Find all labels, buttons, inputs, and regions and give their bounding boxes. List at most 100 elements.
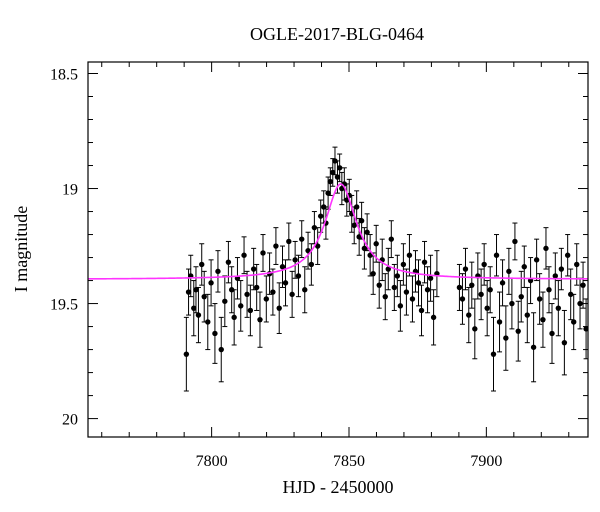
data-point bbox=[339, 185, 345, 192]
data-point-group bbox=[527, 257, 534, 305]
data-point-group bbox=[253, 263, 260, 311]
data-point bbox=[231, 314, 237, 321]
data-point bbox=[376, 282, 382, 288]
data-point-group bbox=[222, 275, 228, 328]
plot-frame bbox=[87, 61, 589, 438]
data-point-group bbox=[231, 289, 237, 346]
data-point bbox=[225, 259, 232, 265]
data-point-group bbox=[571, 293, 577, 351]
data-point bbox=[302, 287, 308, 293]
data-point-group bbox=[388, 220, 394, 259]
data-point bbox=[282, 280, 289, 286]
x-tick-label: 7900 bbox=[470, 453, 502, 470]
data-point-group bbox=[205, 293, 211, 351]
data-point-group bbox=[270, 268, 276, 316]
data-point-group bbox=[218, 316, 224, 383]
x-tick-label: 7850 bbox=[333, 453, 365, 470]
data-point bbox=[292, 257, 298, 263]
data-point bbox=[397, 303, 404, 309]
data-point-group bbox=[546, 266, 552, 314]
data-point bbox=[289, 291, 295, 298]
data-point-group bbox=[247, 284, 254, 337]
data-point bbox=[459, 296, 466, 302]
data-point bbox=[518, 293, 524, 300]
data-point bbox=[558, 266, 565, 272]
data-point-group bbox=[302, 266, 308, 314]
chart-title: OGLE-2017-BLG-0464 bbox=[250, 24, 424, 44]
data-point bbox=[388, 236, 394, 242]
data-point-group bbox=[212, 303, 218, 364]
y-tick-label: 20 bbox=[62, 412, 78, 429]
data-point bbox=[472, 326, 478, 332]
data-point bbox=[418, 307, 425, 314]
data-point-group bbox=[397, 280, 404, 332]
data-point bbox=[469, 282, 475, 288]
data-point bbox=[421, 259, 428, 265]
data-point-group bbox=[263, 275, 269, 323]
data-point-group bbox=[195, 286, 202, 344]
data-point bbox=[244, 291, 250, 298]
data-point bbox=[370, 270, 376, 277]
data-point-group bbox=[466, 286, 472, 344]
data-point bbox=[330, 169, 336, 176]
data-point bbox=[430, 314, 437, 321]
data-point bbox=[524, 312, 530, 318]
data-point bbox=[263, 296, 269, 302]
y-axis-label: I magnitude bbox=[11, 206, 31, 292]
data-point-group bbox=[403, 268, 410, 316]
data-point-group bbox=[199, 243, 205, 286]
data-point bbox=[499, 280, 506, 286]
data-point bbox=[212, 330, 218, 337]
data-point-group bbox=[238, 280, 244, 332]
data-point bbox=[351, 222, 357, 229]
data-point bbox=[199, 261, 205, 268]
data-point bbox=[311, 224, 318, 231]
data-point bbox=[299, 236, 305, 242]
data-point-group bbox=[549, 303, 555, 364]
data-point-group bbox=[524, 286, 530, 344]
data-point bbox=[427, 275, 434, 281]
data-point bbox=[364, 229, 370, 235]
data-point-group bbox=[379, 238, 385, 282]
data-point bbox=[279, 264, 286, 270]
data-point bbox=[540, 316, 546, 323]
data-point-group bbox=[193, 266, 199, 314]
data-point bbox=[424, 287, 431, 293]
data-point-group bbox=[409, 275, 416, 323]
data-point bbox=[218, 346, 224, 353]
data-point bbox=[286, 238, 292, 245]
data-point-group bbox=[305, 231, 311, 270]
data-point-group bbox=[400, 243, 407, 286]
data-point-group bbox=[208, 259, 214, 307]
data-point bbox=[400, 261, 407, 268]
data-point-group bbox=[490, 316, 497, 392]
data-point bbox=[490, 351, 497, 357]
data-point bbox=[215, 268, 221, 275]
data-point-group bbox=[279, 245, 286, 288]
data-point-group bbox=[552, 252, 559, 300]
data-point bbox=[308, 261, 315, 268]
data-point-group bbox=[456, 263, 463, 311]
data-point-group bbox=[558, 247, 565, 291]
data-point-group bbox=[481, 243, 487, 286]
data-point-group bbox=[412, 250, 419, 293]
data-point bbox=[481, 261, 487, 268]
data-point-group bbox=[289, 270, 295, 318]
data-point bbox=[543, 245, 549, 252]
data-point bbox=[530, 344, 537, 350]
data-point-group bbox=[336, 153, 343, 183]
data-point-group bbox=[427, 254, 434, 302]
data-point-group bbox=[583, 298, 588, 360]
data-point bbox=[574, 261, 580, 268]
data-point-group bbox=[286, 222, 292, 261]
data-point bbox=[361, 245, 368, 252]
data-point-group bbox=[515, 300, 521, 362]
data-point bbox=[257, 316, 263, 323]
data-point-group bbox=[382, 273, 388, 321]
data-point bbox=[205, 319, 211, 325]
data-point bbox=[394, 273, 401, 279]
data-point bbox=[521, 264, 527, 270]
data-point-group bbox=[260, 234, 266, 272]
data-point bbox=[552, 273, 559, 279]
data-point bbox=[564, 252, 571, 258]
